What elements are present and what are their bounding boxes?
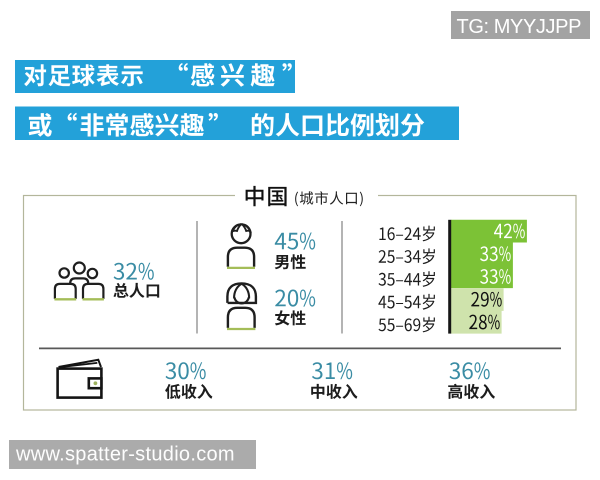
svg-text:www.spatter-studio.com: www.spatter-studio.com [15, 444, 235, 466]
svg-text:TG: MYYJJPP: TG: MYYJJPP [457, 16, 582, 38]
